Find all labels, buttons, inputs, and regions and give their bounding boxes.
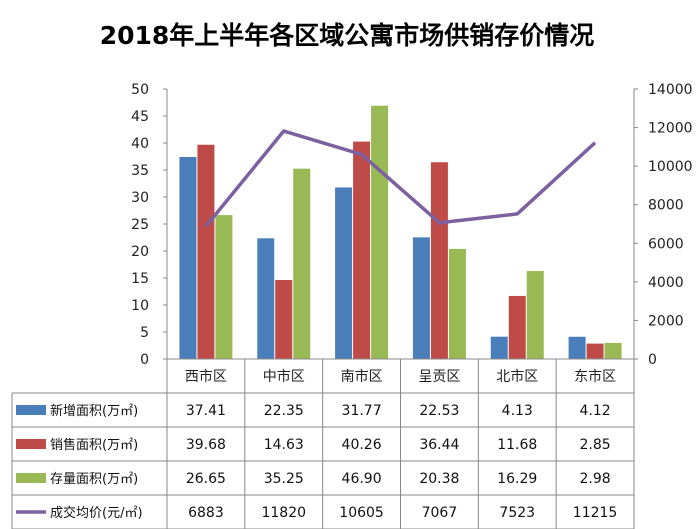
legend-label: 销售面积(万㎡) <box>50 437 138 453</box>
right-tick-label: 0 <box>648 352 657 368</box>
left-tick-label: 20 <box>131 244 149 260</box>
bar <box>335 187 353 359</box>
bar <box>412 237 430 359</box>
right-tick-label: 14000 <box>648 82 693 98</box>
legend-swatch <box>16 473 46 483</box>
plot-area: 0 5 10 15 20 25 30 35 40 45 50 0 2000 4000 6000 8000 100… <box>131 82 692 368</box>
data-label: 4.13 <box>502 403 533 419</box>
bar <box>371 105 389 360</box>
data-label: 11.68 <box>497 437 537 453</box>
data-label: 22.35 <box>264 403 304 419</box>
left-tick-label: 5 <box>140 325 149 341</box>
data-label: 39.68 <box>186 437 226 453</box>
data-label: 35.25 <box>264 471 304 487</box>
left-tick-label: 30 <box>131 190 149 206</box>
bar <box>586 343 604 359</box>
data-label: 7067 <box>422 505 458 521</box>
data-label: 20.38 <box>419 471 459 487</box>
right-tick-label: 10000 <box>648 159 693 175</box>
data-label: 2.85 <box>579 437 610 453</box>
right-tick-label: 2000 <box>648 313 684 329</box>
category-label: 北市区 <box>496 368 538 385</box>
legend-swatch <box>16 439 46 449</box>
right-tick-label: 8000 <box>648 198 684 214</box>
bar <box>490 336 508 359</box>
data-label: 40.26 <box>342 437 382 453</box>
left-tick-label: 35 <box>131 163 149 179</box>
bar <box>526 271 544 359</box>
category-label: 中市区 <box>263 368 305 385</box>
data-label: 37.41 <box>186 403 226 419</box>
bar <box>215 215 233 359</box>
data-label: 26.65 <box>186 471 226 487</box>
bar <box>197 144 215 359</box>
data-label: 46.90 <box>342 471 382 487</box>
data-label: 14.63 <box>264 437 304 453</box>
bar <box>430 162 448 359</box>
bar <box>568 336 586 359</box>
data-label: 6883 <box>188 505 224 521</box>
data-label: 7523 <box>499 505 535 521</box>
left-tick-label: 45 <box>131 109 149 125</box>
price-line <box>204 129 597 228</box>
data-label: 10605 <box>339 505 384 521</box>
data-label: 16.29 <box>497 471 537 487</box>
data-label: 4.12 <box>579 403 610 419</box>
legend-label: 新增面积(万㎡) <box>50 403 138 419</box>
bar <box>293 168 311 359</box>
legend-label: 存量面积(万㎡) <box>50 472 138 487</box>
right-tick-label: 6000 <box>648 236 684 252</box>
category-label: 呈贡区 <box>418 369 460 385</box>
category-label: 西市区 <box>185 368 227 385</box>
left-tick-label: 50 <box>131 82 149 98</box>
data-label: 36.44 <box>419 437 459 453</box>
category-label: 南市区 <box>341 368 383 385</box>
left-tick-label: 0 <box>140 352 149 368</box>
data-label: 11820 <box>261 505 306 521</box>
data-label: 22.53 <box>419 403 459 419</box>
data-label: 11215 <box>573 505 618 521</box>
left-tick-label: 25 <box>131 217 149 233</box>
right-tick-label: 12000 <box>648 121 693 137</box>
bar <box>353 141 371 359</box>
bar <box>275 279 293 359</box>
bar <box>508 295 526 359</box>
data-label: 31.77 <box>342 403 382 419</box>
bar <box>448 248 466 359</box>
legend-label: 成交均价(元/㎡) <box>50 505 143 521</box>
bar <box>604 342 622 359</box>
bar <box>257 238 275 359</box>
left-tick-label: 10 <box>131 298 149 314</box>
data-label: 2.98 <box>579 471 610 487</box>
legend-swatch <box>16 405 46 415</box>
right-tick-label: 4000 <box>648 275 684 291</box>
chart-title: 2018年上半年各区域公寓市场供销存价情况 <box>100 21 595 50</box>
category-label: 东市区 <box>574 368 616 385</box>
bar <box>179 156 197 359</box>
left-tick-label: 40 <box>131 136 149 152</box>
left-tick-label: 15 <box>131 271 149 287</box>
